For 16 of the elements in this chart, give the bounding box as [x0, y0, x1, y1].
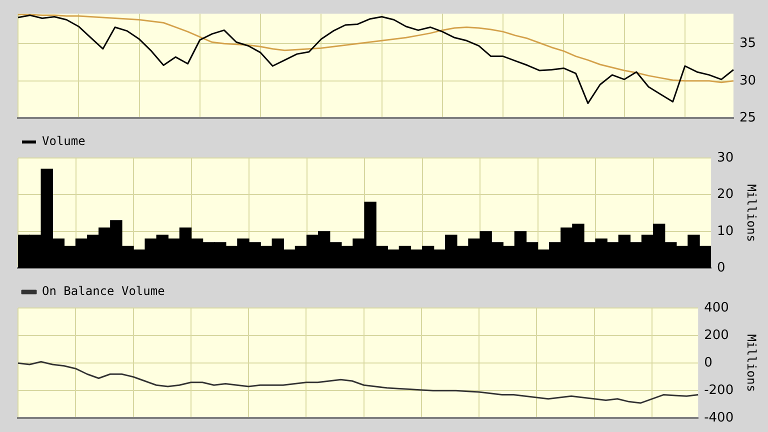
y-tick-label: 0: [717, 260, 726, 276]
legend-label: Volume: [42, 134, 86, 148]
y-tick-label: 200: [704, 328, 729, 343]
y-tick-label: 20: [717, 187, 734, 202]
y-tick-label: 30: [717, 150, 734, 166]
y-tick-label: 30: [739, 73, 756, 88]
y-tick-label: 25: [739, 110, 756, 126]
y-tick-label: -400: [704, 410, 734, 426]
y-tick-label: 0: [704, 355, 712, 370]
y-tick-label: 400: [704, 300, 729, 316]
y-tick-label: 10: [717, 224, 734, 239]
y-tick-label: -200: [704, 383, 734, 398]
legend-label: On Balance Volume: [42, 284, 165, 298]
y-axis-title: Millions: [744, 184, 759, 242]
y-tick-label: 35: [739, 36, 756, 52]
y-axis-title: Millions: [744, 334, 759, 392]
